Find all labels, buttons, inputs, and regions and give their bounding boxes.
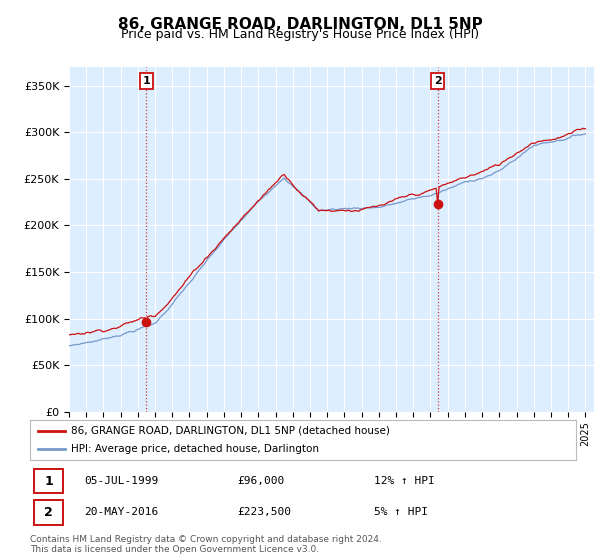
Text: 12% ↑ HPI: 12% ↑ HPI — [374, 476, 435, 486]
Text: 20-MAY-2016: 20-MAY-2016 — [85, 507, 159, 517]
Text: 2: 2 — [434, 76, 442, 86]
Text: £223,500: £223,500 — [238, 507, 292, 517]
Text: 5% ↑ HPI: 5% ↑ HPI — [374, 507, 428, 517]
Text: Price paid vs. HM Land Registry's House Price Index (HPI): Price paid vs. HM Land Registry's House … — [121, 28, 479, 41]
Text: Contains HM Land Registry data © Crown copyright and database right 2024.
This d: Contains HM Land Registry data © Crown c… — [30, 535, 382, 554]
FancyBboxPatch shape — [34, 469, 63, 493]
Text: 1: 1 — [143, 76, 151, 86]
Text: 86, GRANGE ROAD, DARLINGTON, DL1 5NP (detached house): 86, GRANGE ROAD, DARLINGTON, DL1 5NP (de… — [71, 426, 390, 436]
Text: HPI: Average price, detached house, Darlington: HPI: Average price, detached house, Darl… — [71, 445, 319, 454]
FancyBboxPatch shape — [34, 500, 63, 525]
Text: 86, GRANGE ROAD, DARLINGTON, DL1 5NP: 86, GRANGE ROAD, DARLINGTON, DL1 5NP — [118, 17, 482, 32]
Text: 05-JUL-1999: 05-JUL-1999 — [85, 476, 159, 486]
Text: 1: 1 — [44, 474, 53, 488]
Text: 2: 2 — [44, 506, 53, 519]
Text: £96,000: £96,000 — [238, 476, 285, 486]
